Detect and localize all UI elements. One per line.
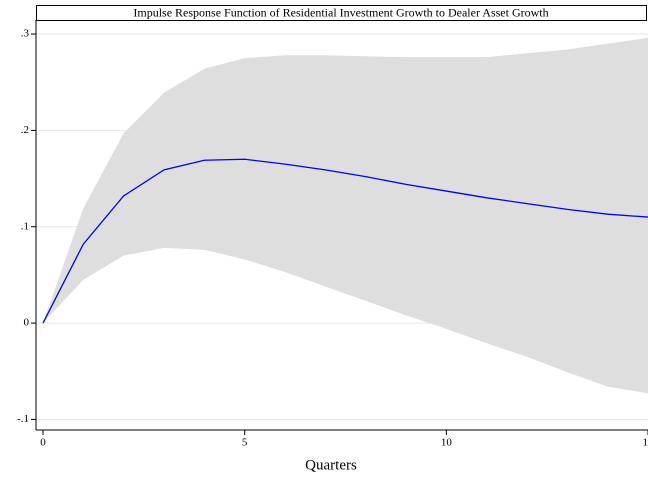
- x-axis-label: Quarters: [305, 457, 357, 473]
- confidence-band: [43, 37, 648, 394]
- y-tick-label: .2: [21, 124, 29, 136]
- x-tick-label: 15: [643, 437, 648, 449]
- x-tick-label: 10: [441, 437, 453, 449]
- y-tick-label: .1: [21, 220, 29, 232]
- irf-line: [42, 158, 648, 324]
- y-tick-label: -.1: [17, 413, 29, 425]
- y-tick-label: .3: [21, 28, 30, 40]
- x-tick-label: 5: [242, 437, 248, 449]
- chart-title: Impulse Response Function of Residential…: [133, 5, 548, 19]
- title-box: [36, 5, 647, 21]
- y-tick-label: 0: [24, 317, 30, 329]
- x-tick-label: 0: [40, 437, 46, 449]
